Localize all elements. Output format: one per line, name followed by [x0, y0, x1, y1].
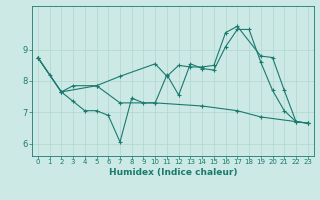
X-axis label: Humidex (Indice chaleur): Humidex (Indice chaleur) [108, 168, 237, 177]
